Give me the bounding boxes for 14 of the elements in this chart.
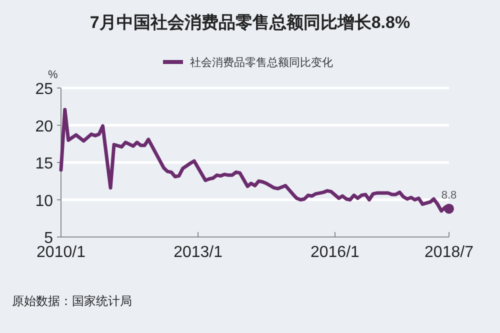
y-tick-label: 25 bbox=[35, 81, 54, 98]
x-tick-label: 2010/1 bbox=[36, 244, 86, 261]
annotation: 8.8 bbox=[441, 190, 457, 202]
y-tick-label: 10 bbox=[35, 192, 54, 210]
x-tick-label: 2018/7 bbox=[424, 244, 474, 261]
y-axis-title: % bbox=[48, 69, 58, 81]
legend-label: 社会消费品零售总额同比变化 bbox=[190, 56, 333, 69]
chart-title: 7月中国社会消费品零售总额同比增长8.8% bbox=[90, 13, 410, 32]
y-tick-label: 20 bbox=[35, 118, 54, 136]
x-tick-label: 2013/1 bbox=[174, 244, 223, 261]
y-tick-label: 5 bbox=[44, 230, 54, 247]
y-tick-label: 15 bbox=[35, 156, 54, 172]
text: 原始数据：国家统计局 bbox=[12, 294, 132, 308]
x-tick-label: 2016/1 bbox=[310, 244, 360, 261]
